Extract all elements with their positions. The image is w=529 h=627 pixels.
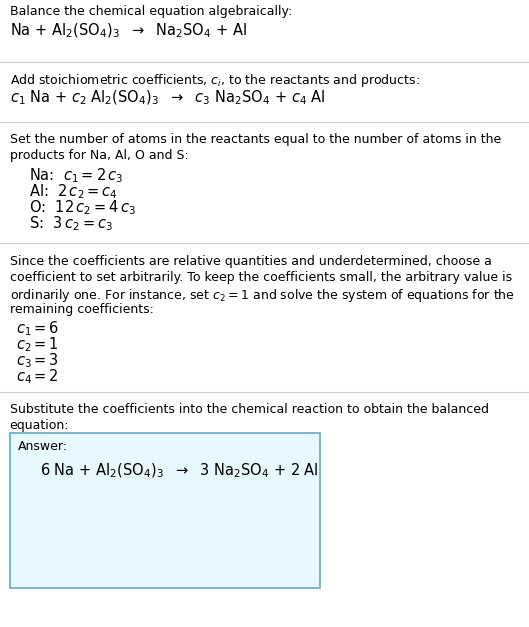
Text: $c_4 = 2$: $c_4 = 2$ — [16, 367, 59, 386]
Text: Substitute the coefficients into the chemical reaction to obtain the balanced: Substitute the coefficients into the che… — [10, 403, 488, 416]
Text: $c_1$ Na + $c_2$ Al$_2$(SO$_4$)$_3$  $\rightarrow$  $c_3$ Na$_2$SO$_4$ + $c_4$ A: $c_1$ Na + $c_2$ Al$_2$(SO$_4$)$_3$ $\ri… — [10, 89, 325, 107]
Text: Al:  $2\,c_2 = c_4$: Al: $2\,c_2 = c_4$ — [29, 182, 118, 201]
Text: O:  $12\,c_2 = 4\,c_3$: O: $12\,c_2 = 4\,c_3$ — [29, 198, 136, 217]
Text: Since the coefficients are relative quantities and underdetermined, choose a: Since the coefficients are relative quan… — [10, 255, 491, 268]
Text: coefficient to set arbitrarily. To keep the coefficients small, the arbitrary va: coefficient to set arbitrarily. To keep … — [10, 271, 512, 284]
Text: Na:  $c_1 = 2\,c_3$: Na: $c_1 = 2\,c_3$ — [29, 166, 124, 185]
Text: $c_3 = 3$: $c_3 = 3$ — [16, 351, 59, 370]
Text: $c_1 = 6$: $c_1 = 6$ — [16, 319, 59, 338]
Text: Na + Al$_2$(SO$_4$)$_3$  $\rightarrow$  Na$_2$SO$_4$ + Al: Na + Al$_2$(SO$_4$)$_3$ $\rightarrow$ Na… — [10, 22, 247, 40]
Text: Balance the chemical equation algebraically:: Balance the chemical equation algebraica… — [10, 5, 292, 18]
Text: S:  $3\,c_2 = c_3$: S: $3\,c_2 = c_3$ — [29, 214, 113, 233]
Text: ordinarily one. For instance, set $c_2 = 1$ and solve the system of equations fo: ordinarily one. For instance, set $c_2 =… — [10, 287, 515, 304]
FancyBboxPatch shape — [10, 433, 320, 588]
Text: products for Na, Al, O and S:: products for Na, Al, O and S: — [10, 149, 188, 162]
Text: Set the number of atoms in the reactants equal to the number of atoms in the: Set the number of atoms in the reactants… — [10, 133, 501, 146]
Text: $c_2 = 1$: $c_2 = 1$ — [16, 335, 59, 354]
Text: 6 Na + Al$_2$(SO$_4$)$_3$  $\rightarrow$  3 Na$_2$SO$_4$ + 2 Al: 6 Na + Al$_2$(SO$_4$)$_3$ $\rightarrow$ … — [40, 462, 318, 480]
Text: equation:: equation: — [10, 419, 69, 432]
Text: Answer:: Answer: — [17, 440, 68, 453]
Text: remaining coefficients:: remaining coefficients: — [10, 303, 153, 316]
Text: Add stoichiometric coefficients, $c_i$, to the reactants and products:: Add stoichiometric coefficients, $c_i$, … — [10, 72, 419, 89]
